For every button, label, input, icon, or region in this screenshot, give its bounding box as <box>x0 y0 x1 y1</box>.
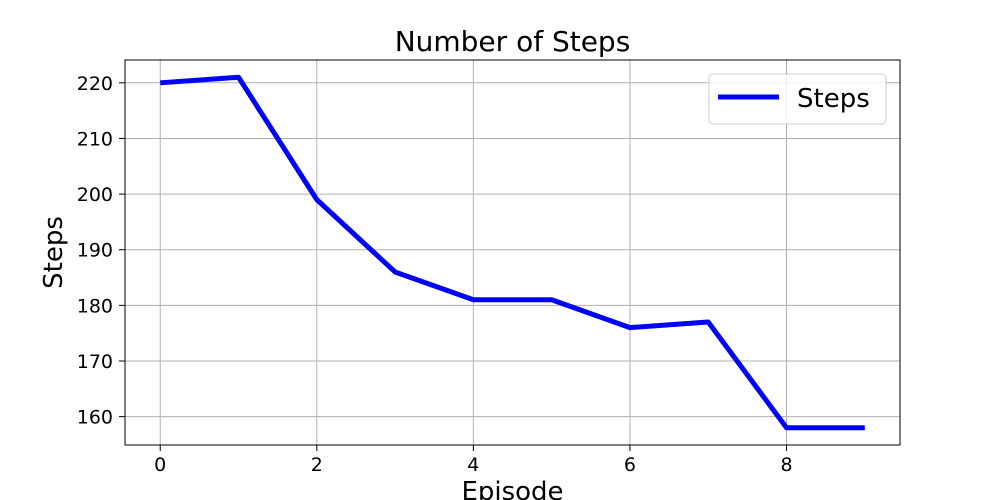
plot-area-frame <box>124 59 901 446</box>
y-tick-label: 160 <box>77 407 113 429</box>
series-line-steps <box>160 74 865 431</box>
legend-box <box>708 73 887 125</box>
y-tick-label: 170 <box>77 351 113 373</box>
legend-label-steps: Steps <box>797 84 870 114</box>
y-tick-label: 190 <box>77 240 113 262</box>
series-layer <box>160 74 865 431</box>
x-axis-label: Episode <box>461 477 563 500</box>
y-axis-label: Steps <box>39 216 69 289</box>
x-tick-label: 8 <box>780 454 792 476</box>
y-tick-label: 180 <box>77 295 113 317</box>
legend: Steps <box>708 73 887 125</box>
x-tick-label: 0 <box>154 454 166 476</box>
axis-ticks: 0 2 4 6 8 160 170 180 190 200 210 220 <box>77 73 793 476</box>
y-tick-label: 220 <box>77 73 113 95</box>
grid <box>125 60 900 445</box>
x-tick-label: 2 <box>311 454 323 476</box>
x-tick-label: 6 <box>624 454 636 476</box>
y-tick-label: 200 <box>77 184 113 206</box>
chart-title: Number of Steps <box>395 25 631 58</box>
x-tick-label: 4 <box>467 454 479 476</box>
y-tick-label: 210 <box>77 128 113 150</box>
